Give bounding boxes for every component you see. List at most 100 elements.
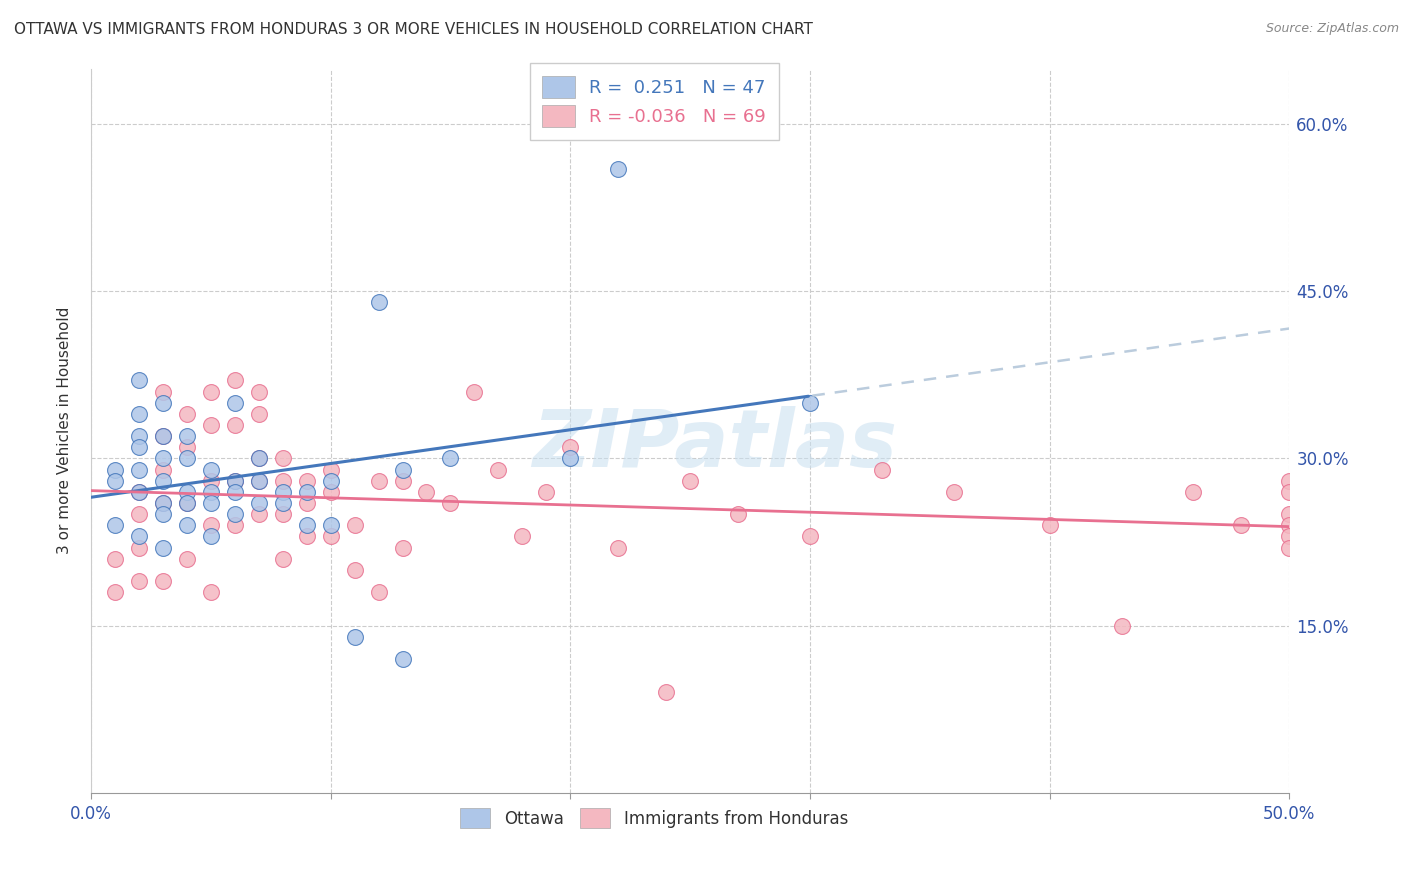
Point <box>1039 518 1062 533</box>
Point <box>128 574 150 588</box>
Point <box>319 518 342 533</box>
Point <box>200 585 222 599</box>
Point <box>247 507 270 521</box>
Point <box>224 417 246 432</box>
Point <box>152 395 174 409</box>
Point <box>319 484 342 499</box>
Point <box>128 529 150 543</box>
Point <box>152 574 174 588</box>
Point <box>1278 529 1301 543</box>
Point <box>391 474 413 488</box>
Point <box>271 496 294 510</box>
Point <box>176 551 198 566</box>
Point <box>104 551 127 566</box>
Point <box>271 474 294 488</box>
Point <box>104 474 127 488</box>
Point <box>343 518 366 533</box>
Point <box>152 496 174 510</box>
Point <box>128 484 150 499</box>
Point <box>463 384 485 399</box>
Point <box>679 474 702 488</box>
Point <box>799 529 821 543</box>
Point <box>200 484 222 499</box>
Point <box>152 384 174 399</box>
Point <box>391 541 413 555</box>
Point <box>295 484 318 499</box>
Point <box>176 496 198 510</box>
Point <box>104 585 127 599</box>
Point <box>439 451 461 466</box>
Point <box>200 462 222 476</box>
Point <box>1182 484 1205 499</box>
Point <box>224 374 246 388</box>
Point <box>247 407 270 421</box>
Point <box>295 518 318 533</box>
Point <box>224 474 246 488</box>
Point <box>104 518 127 533</box>
Point <box>391 462 413 476</box>
Point <box>176 407 198 421</box>
Point <box>128 484 150 499</box>
Point <box>247 451 270 466</box>
Point <box>176 518 198 533</box>
Point <box>176 484 198 499</box>
Point <box>1278 474 1301 488</box>
Point <box>1230 518 1253 533</box>
Point <box>224 395 246 409</box>
Point <box>200 417 222 432</box>
Point <box>942 484 965 499</box>
Point <box>128 407 150 421</box>
Text: OTTAWA VS IMMIGRANTS FROM HONDURAS 3 OR MORE VEHICLES IN HOUSEHOLD CORRELATION C: OTTAWA VS IMMIGRANTS FROM HONDURAS 3 OR … <box>14 22 813 37</box>
Point <box>799 395 821 409</box>
Point <box>607 161 630 176</box>
Point <box>1278 507 1301 521</box>
Point <box>271 484 294 499</box>
Point <box>607 541 630 555</box>
Point <box>319 529 342 543</box>
Point <box>486 462 509 476</box>
Point <box>295 529 318 543</box>
Point <box>200 474 222 488</box>
Point <box>224 518 246 533</box>
Point <box>152 451 174 466</box>
Point <box>152 496 174 510</box>
Point <box>560 451 582 466</box>
Point <box>560 440 582 454</box>
Point <box>128 462 150 476</box>
Point <box>152 429 174 443</box>
Point <box>295 474 318 488</box>
Point <box>247 451 270 466</box>
Point <box>870 462 893 476</box>
Point <box>128 440 150 454</box>
Point <box>1278 484 1301 499</box>
Point <box>200 496 222 510</box>
Point <box>536 484 558 499</box>
Text: Source: ZipAtlas.com: Source: ZipAtlas.com <box>1265 22 1399 36</box>
Point <box>128 429 150 443</box>
Point <box>176 451 198 466</box>
Point <box>391 652 413 666</box>
Point <box>271 507 294 521</box>
Point <box>200 518 222 533</box>
Point <box>152 429 174 443</box>
Point <box>200 384 222 399</box>
Point <box>655 685 678 699</box>
Point <box>152 462 174 476</box>
Point <box>247 496 270 510</box>
Point <box>200 529 222 543</box>
Point <box>295 496 318 510</box>
Point <box>1111 618 1133 632</box>
Point <box>367 585 389 599</box>
Point <box>152 507 174 521</box>
Point <box>1278 518 1301 533</box>
Point <box>128 507 150 521</box>
Point <box>224 474 246 488</box>
Point <box>247 474 270 488</box>
Point <box>319 474 342 488</box>
Point <box>104 462 127 476</box>
Point <box>727 507 749 521</box>
Point <box>247 474 270 488</box>
Point <box>271 551 294 566</box>
Point <box>128 541 150 555</box>
Point <box>152 541 174 555</box>
